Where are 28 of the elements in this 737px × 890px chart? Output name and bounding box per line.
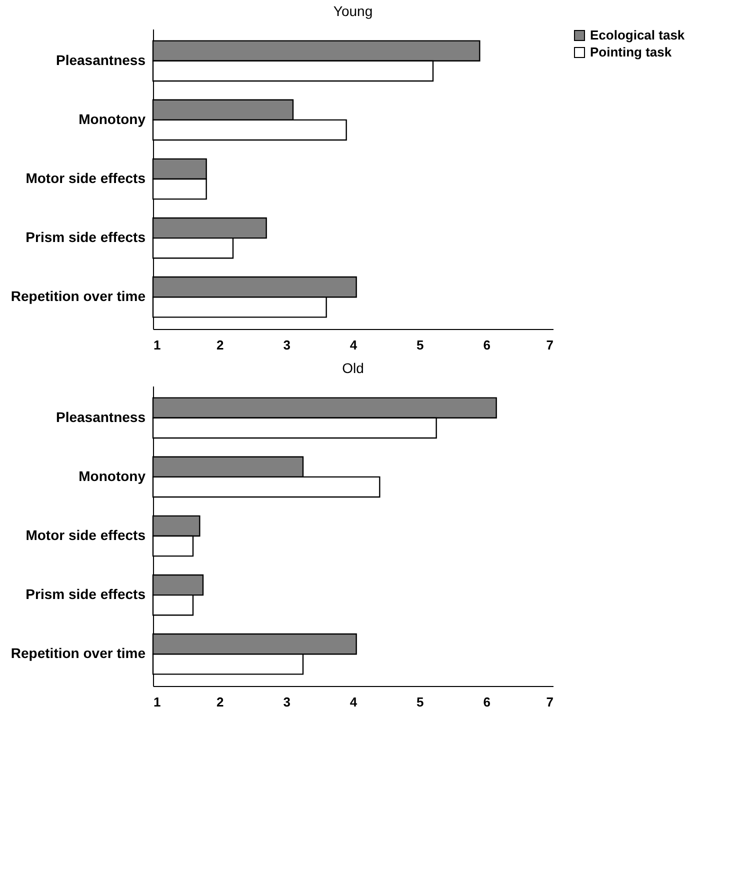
y-tick-label: Monotony <box>78 468 146 484</box>
x-tick-label: 4 <box>350 338 358 352</box>
y-tick-label: Prism side effects <box>26 229 146 246</box>
y-tick-label: Prism side effects <box>26 586 146 602</box>
x-tick-label: 7 <box>546 694 554 710</box>
x-tick-label: 4 <box>350 694 358 710</box>
x-tick-label: 3 <box>283 694 290 710</box>
y-tick-label: Pleasantness <box>56 408 146 425</box>
y-tick-label: Motor side effects <box>26 527 146 543</box>
legend-label: Ecological task <box>590 28 686 42</box>
x-tick-label: 1 <box>154 694 161 710</box>
legend-label: Pointing task <box>590 44 672 60</box>
y-tick-label: Repetition over time <box>10 288 146 304</box>
y-tick-label: Monotony <box>78 110 146 127</box>
x-tick-label: 2 <box>216 338 224 352</box>
x-tick-label: 5 <box>416 338 424 352</box>
x-tick-label: 6 <box>483 338 490 352</box>
x-tick-label: 7 <box>546 338 554 352</box>
y-tick-label: Motor side effects <box>26 170 146 186</box>
chart-title: Old <box>342 360 364 376</box>
y-tick-label: Repetition over time <box>10 645 146 662</box>
x-tick-label: 6 <box>483 694 490 710</box>
x-tick-label: 5 <box>416 694 424 710</box>
y-tick-label: Pleasantness <box>56 52 146 68</box>
x-tick-label: 3 <box>283 338 290 352</box>
x-tick-label: 2 <box>216 694 224 710</box>
x-tick-label: 1 <box>154 338 161 352</box>
chart-title: Young <box>333 3 373 19</box>
